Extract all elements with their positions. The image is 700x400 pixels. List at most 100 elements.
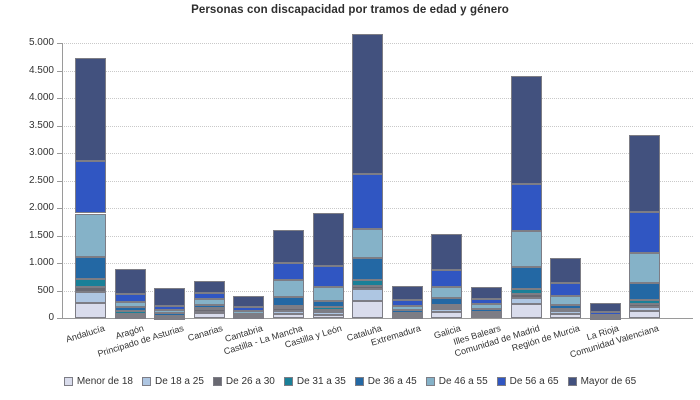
bar-segment-de-46-a-55[interactable] <box>193 299 225 305</box>
bar-segment-de-26-a-30[interactable] <box>312 310 344 313</box>
bar-segment-mayor-de-65[interactable] <box>471 286 502 300</box>
bar-segment-de-31-a-35[interactable] <box>154 315 186 318</box>
bar-segment-de-56-a-65[interactable] <box>352 173 384 229</box>
bar-segment-menor-de-18[interactable] <box>352 300 384 318</box>
bar-segment-de-46-a-55[interactable] <box>550 296 582 306</box>
bar-segment-mayor-de-65[interactable] <box>629 134 661 213</box>
bar-segment-de-36-a-45[interactable] <box>75 256 106 279</box>
bar-segment-de-31-a-35[interactable] <box>273 306 304 309</box>
legend-item-de-26-a-30[interactable]: De 26 a 30 <box>212 376 275 387</box>
bar-segment-de-26-a-30[interactable] <box>510 294 542 298</box>
bar-segment-mayor-de-65[interactable] <box>114 269 146 294</box>
bar-segment-de-18-a-25[interactable] <box>114 316 146 319</box>
bar-segment-de-56-a-65[interactable] <box>193 292 225 300</box>
bar-segment-de-31-a-35[interactable] <box>75 278 106 287</box>
bar-segment-mayor-de-65[interactable] <box>75 57 106 161</box>
bar-segment-de-56-a-65[interactable] <box>233 306 265 311</box>
bar-segment-de-26-a-30[interactable] <box>114 313 146 317</box>
bar-segment-de-56-a-65[interactable] <box>550 282 582 296</box>
bar-segment-de-31-a-35[interactable] <box>550 309 582 312</box>
bar-segment-de-18-a-25[interactable] <box>352 289 384 301</box>
bar-segment-de-31-a-35[interactable] <box>352 280 384 287</box>
bar-segment-mayor-de-65[interactable] <box>154 288 186 306</box>
legend-item-de-56-a-65[interactable]: De 56 a 65 <box>496 376 559 387</box>
bar-segment-de-36-a-45[interactable] <box>193 304 225 309</box>
bar-segment-de-36-a-45[interactable] <box>273 296 304 307</box>
bar-segment-de-26-a-30[interactable] <box>431 307 463 310</box>
bar-segment-de-46-a-55[interactable] <box>391 305 423 311</box>
bar-segment-de-36-a-45[interactable] <box>154 313 186 316</box>
bar-segment-de-18-a-25[interactable] <box>431 309 463 313</box>
bar-segment-de-36-a-45[interactable] <box>233 313 265 316</box>
bar-segment-menor-de-18[interactable] <box>550 314 582 318</box>
bar-segment-de-18-a-25[interactable] <box>273 310 304 315</box>
bar-segment-menor-de-18[interactable] <box>273 314 304 318</box>
legend-item-mayor-de-65[interactable]: Mayor de 65 <box>567 376 636 387</box>
bar-segment-mayor-de-65[interactable] <box>193 281 225 293</box>
legend-item-de-36-a-45[interactable]: De 36 a 45 <box>354 376 417 387</box>
bar-segment-de-56-a-65[interactable] <box>471 299 502 305</box>
bar-segment-mayor-de-65[interactable] <box>233 295 265 307</box>
bar-segment-de-36-a-45[interactable] <box>352 258 384 281</box>
bar-segment-de-46-a-55[interactable] <box>471 304 502 309</box>
bar-segment-de-31-a-35[interactable] <box>312 307 344 311</box>
bar-segment-de-26-a-30[interactable] <box>273 308 304 311</box>
bar-segment-de-46-a-55[interactable] <box>352 228 384 259</box>
bar-segment-de-18-a-25[interactable] <box>75 291 106 303</box>
bar-segment-de-46-a-55[interactable] <box>589 314 621 317</box>
bar-segment-mayor-de-65[interactable] <box>510 75 542 184</box>
bar-segment-menor-de-18[interactable] <box>629 310 661 318</box>
bar-segment-de-56-a-65[interactable] <box>589 311 621 315</box>
bar-segment-de-26-a-30[interactable] <box>629 303 661 307</box>
bar-segment-de-18-a-25[interactable] <box>510 297 542 305</box>
bar-segment-menor-de-18[interactable] <box>510 304 542 318</box>
bar-segment-de-56-a-65[interactable] <box>510 183 542 231</box>
bar-segment-de-31-a-35[interactable] <box>233 315 265 318</box>
bar-segment-de-46-a-55[interactable] <box>114 302 146 307</box>
bar-segment-de-26-a-30[interactable] <box>352 286 384 290</box>
bar-segment-de-46-a-55[interactable] <box>431 286 463 298</box>
bar-segment-de-56-a-65[interactable] <box>391 299 423 306</box>
bar-segment-mayor-de-65[interactable] <box>312 212 344 266</box>
bar-segment-de-46-a-55[interactable] <box>629 253 661 284</box>
bar-segment-de-31-a-35[interactable] <box>193 308 225 311</box>
bar-segment-de-31-a-35[interactable] <box>431 305 463 308</box>
bar-segment-de-18-a-25[interactable] <box>629 306 661 311</box>
bar-segment-de-31-a-35[interactable] <box>471 311 502 314</box>
bar-segment-de-18-a-25[interactable] <box>312 311 344 315</box>
bar-segment-de-46-a-55[interactable] <box>233 310 265 314</box>
bar-segment-de-31-a-35[interactable] <box>510 289 542 295</box>
bar-segment-mayor-de-65[interactable] <box>589 302 621 312</box>
bar-segment-menor-de-18[interactable] <box>431 312 463 318</box>
bar-segment-mayor-de-65[interactable] <box>391 285 423 300</box>
bar-segment-de-31-a-35[interactable] <box>629 299 661 304</box>
legend-item-de-46-a-55[interactable]: De 46 a 55 <box>425 376 488 387</box>
bar-segment-de-18-a-25[interactable] <box>193 311 225 314</box>
bar-segment-de-46-a-55[interactable] <box>75 213 106 257</box>
bar-segment-de-56-a-65[interactable] <box>629 212 661 254</box>
bar-segment-de-46-a-55[interactable] <box>273 280 304 297</box>
bar-segment-de-36-a-45[interactable] <box>114 307 146 312</box>
bar-segment-de-36-a-45[interactable] <box>312 300 344 308</box>
legend-item-de-31-a-35[interactable]: De 31 a 35 <box>283 376 346 387</box>
bar-segment-de-36-a-45[interactable] <box>510 267 542 290</box>
bar-segment-de-36-a-45[interactable] <box>391 310 423 314</box>
bar-segment-de-26-a-30[interactable] <box>75 286 106 292</box>
bar-segment-mayor-de-65[interactable] <box>550 257 582 283</box>
bar-segment-menor-de-18[interactable] <box>471 316 502 319</box>
bar-segment-de-56-a-65[interactable] <box>273 262 304 281</box>
bar-segment-de-56-a-65[interactable] <box>431 269 463 287</box>
bar-segment-menor-de-18[interactable] <box>312 314 344 318</box>
bar-segment-de-36-a-45[interactable] <box>471 308 502 312</box>
bar-segment-de-56-a-65[interactable] <box>312 265 344 287</box>
bar-segment-de-46-a-55[interactable] <box>312 286 344 301</box>
bar-segment-mayor-de-65[interactable] <box>352 33 384 174</box>
bar-segment-de-36-a-45[interactable] <box>431 297 463 306</box>
bar-segment-de-31-a-35[interactable] <box>391 313 423 316</box>
legend-item-menor-de-18[interactable]: Menor de 18 <box>63 376 133 387</box>
bar-segment-de-46-a-55[interactable] <box>510 230 542 268</box>
bar-segment-de-36-a-45[interactable] <box>629 283 661 300</box>
bar-segment-de-46-a-55[interactable] <box>154 310 186 314</box>
legend-item-de-18-a-25[interactable]: De 18 a 25 <box>141 376 204 387</box>
bar-segment-de-56-a-65[interactable] <box>154 305 186 311</box>
